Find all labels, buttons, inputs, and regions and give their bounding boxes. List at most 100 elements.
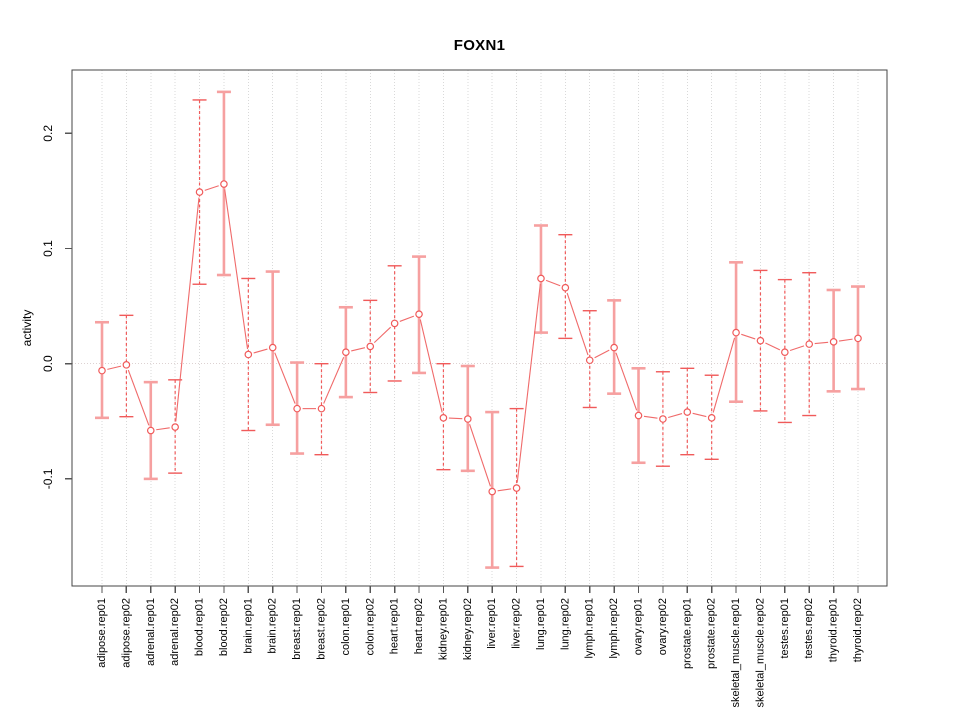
x-tick-label: adipose.rep02 [120,598,132,668]
x-tick-label: liver.rep02 [511,598,523,649]
series-segment [448,417,463,420]
x-tick-label: breast.rep02 [315,598,327,660]
series-segment [323,357,345,404]
series-segment [224,189,249,350]
series-segment [399,315,415,322]
data-point [756,336,765,345]
series-segment [741,333,756,340]
y-tick-label: 0.0 [41,355,55,372]
series-segment [351,347,366,352]
x-tick-label: prostate.rep02 [706,598,718,669]
data-point [171,423,179,431]
data-point [122,361,131,369]
data-point [488,487,496,496]
x-tick-label: testes.rep02 [803,598,815,659]
y-tick-label: 0.2 [41,125,55,142]
x-tick-label: lung.rep01 [535,598,547,650]
data-point [659,415,667,423]
plot-frame [71,69,888,587]
x-tick-label: lymph.rep02 [608,598,620,659]
series-segment [814,341,829,345]
chart-title: FOXN1 [453,37,506,54]
data-point [707,414,716,422]
y-tick-label: 0.1 [41,240,55,257]
series-segment [497,488,512,492]
data-point [512,484,521,492]
x-tick-label: lymph.rep01 [584,598,596,659]
x-tick-label: ovary.rep01 [633,598,645,655]
series-segment [643,415,658,419]
series-segment [712,337,736,413]
data-point [390,319,399,328]
data-point [585,356,594,365]
series-segment [594,349,610,359]
series-segment [668,413,683,419]
data-point [342,348,350,356]
x-tick-label: adrenal.rep02 [169,598,181,666]
x-tick-label: heart.rep02 [413,598,425,654]
x-tick-label: thyroid.rep02 [852,598,864,662]
series-segment [107,365,122,370]
data-point [829,338,838,346]
data-point [561,283,570,292]
x-tick-label: ovary.rep02 [657,598,669,655]
x-tick-label: testes.rep01 [779,598,791,659]
series-segment [566,292,589,356]
data-point [244,350,253,359]
data-point [683,408,692,416]
series-segment [204,185,219,191]
series-segment [127,369,150,426]
x-tick-label: brain.rep01 [242,598,254,654]
series-segment [615,352,638,411]
series-segment [373,326,392,344]
series-segment [516,283,541,483]
data-point [610,343,618,352]
data-point [537,274,545,283]
data-point [634,411,643,420]
series-segment [692,412,707,418]
data-point [732,328,740,337]
x-tick-label: colon.rep01 [340,598,352,656]
data-point [464,415,472,423]
x-tick-label: breast.rep01 [291,598,303,660]
series-segment [545,279,561,287]
data-point [781,348,789,356]
series-segment [765,342,781,351]
series-segment [253,348,268,354]
data-point [195,188,204,196]
series-segment [789,345,805,351]
x-tick-label: colon.rep02 [364,598,376,656]
x-tick-label: heart.rep01 [389,598,401,654]
series-segment [274,352,296,404]
data-point [220,180,228,188]
data-point [805,340,814,348]
x-tick-label: blood.rep01 [194,598,206,656]
data-point [439,414,448,422]
x-tick-label: skeletal_muscle.rep02 [754,598,766,707]
x-tick-label: lung.rep02 [559,598,571,650]
series-segment [156,427,170,431]
x-tick-label: blood.rep02 [218,598,230,656]
data-point [366,342,375,351]
x-tick-label: liver.rep01 [486,598,498,649]
data-point [415,310,423,318]
data-point [98,366,106,375]
data-point [317,404,326,413]
series-segment [419,319,443,413]
series-segment [838,338,853,342]
data-point [268,343,277,352]
x-tick-label: kidney.rep02 [462,598,474,660]
y-axis-title: activity [20,310,34,347]
x-tick-label: adrenal.rep01 [145,598,157,666]
data-point [293,404,301,413]
data-point [146,426,155,435]
x-tick-label: thyroid.rep01 [828,598,840,662]
x-tick-label: kidney.rep01 [437,598,449,660]
data-point [854,334,862,343]
x-tick-label: skeletal_muscle.rep01 [730,598,742,707]
series-segment [175,197,200,422]
x-tick-label: brain.rep02 [267,598,279,654]
x-tick-label: adipose.rep01 [96,598,108,668]
